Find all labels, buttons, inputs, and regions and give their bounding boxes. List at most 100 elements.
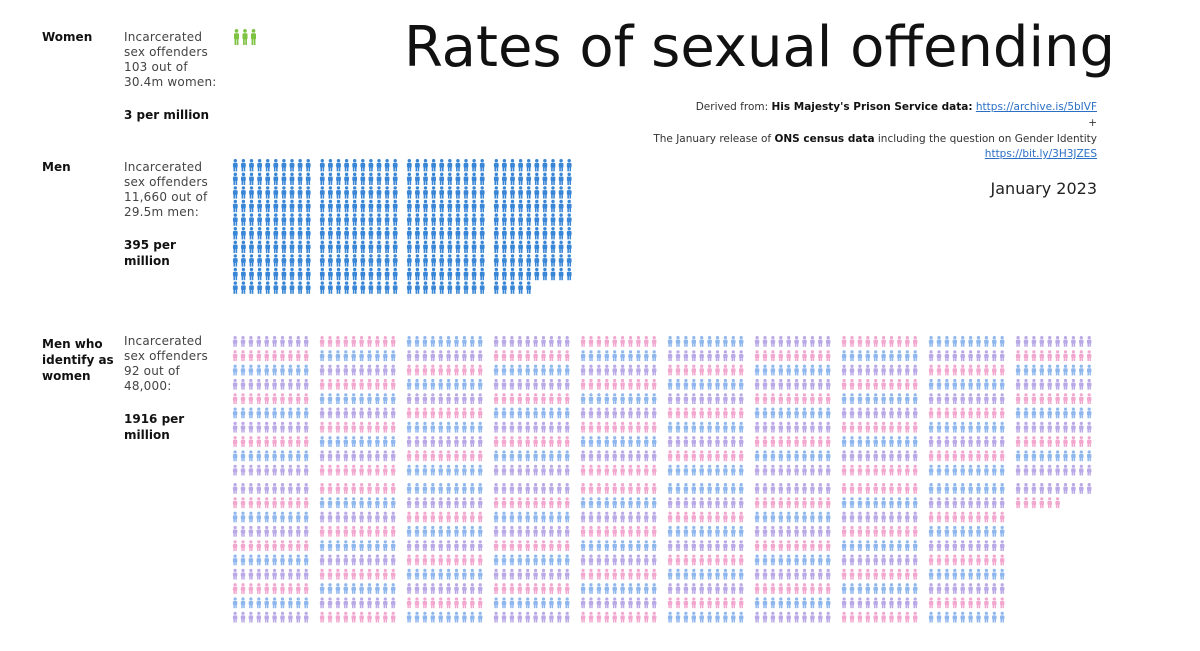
trans-women-icon <box>438 336 443 347</box>
trans-women-icon <box>683 450 689 462</box>
trans-women-icon <box>754 464 760 476</box>
trans-women-icon <box>944 554 950 566</box>
trans-women-icon <box>580 336 586 347</box>
trans-women-icon <box>248 436 254 447</box>
trans-women-icon <box>264 583 269 594</box>
men-icon <box>493 227 499 240</box>
trans-women-icon <box>644 597 649 609</box>
men-icon <box>360 199 366 213</box>
trans-women-icon <box>248 597 254 609</box>
trans-women-icon <box>1015 364 1021 376</box>
men-icon <box>471 240 477 253</box>
trans-women-icon <box>849 525 855 537</box>
trans-women-icon <box>699 421 704 433</box>
trans-women-icon <box>628 378 633 390</box>
men-icon <box>289 281 295 294</box>
ons-data-link[interactable]: https://bit.ly/3H3JZES <box>984 148 1097 160</box>
trans-women-icon <box>738 497 744 509</box>
trans-women-icon <box>462 464 467 476</box>
trans-women-icon <box>296 436 301 447</box>
trans-women-icon <box>786 421 791 433</box>
trans-women-icon <box>976 497 981 509</box>
trans-women-icon <box>319 378 325 390</box>
trans-women-icon <box>272 483 277 494</box>
trans-women-icon <box>999 540 1005 551</box>
trans-women-icon <box>596 450 602 462</box>
prison-data-link[interactable]: https://archive.is/5bIVF <box>975 101 1097 113</box>
men-icon <box>463 267 469 281</box>
trans-women-icon <box>1015 497 1021 509</box>
trans-women-icon <box>406 378 412 390</box>
trans-women-icon <box>367 350 372 362</box>
trans-women-icon <box>430 497 436 509</box>
trans-women-icon <box>984 511 989 523</box>
trans-women-icon <box>667 378 673 390</box>
trans-women-icon <box>675 568 681 580</box>
men-icon <box>423 172 428 185</box>
men-icon <box>463 199 469 213</box>
men-icon <box>319 213 325 226</box>
men-icon <box>360 240 366 253</box>
men-icon <box>558 240 564 253</box>
trans-women-icon <box>303 611 309 623</box>
trans-women-icon <box>897 497 902 509</box>
men-icon <box>542 186 548 199</box>
men-icon <box>273 267 279 281</box>
trans-women-icon <box>667 568 673 580</box>
trans-women-icon <box>999 393 1005 404</box>
trans-women-icon <box>438 421 443 433</box>
trans-women-icon <box>588 611 594 623</box>
trans-women-icon <box>825 407 831 419</box>
trans-women-icon <box>359 464 364 476</box>
trans-women-icon <box>968 464 973 476</box>
trans-women-icon <box>390 483 396 494</box>
men-icon <box>281 172 287 185</box>
trans-women-icon <box>1086 407 1092 419</box>
trans-women-icon <box>580 350 586 362</box>
trans-women-icon <box>509 511 515 523</box>
trans-women-icon <box>873 450 878 462</box>
men-icon <box>542 267 548 281</box>
trans-women-icon <box>651 350 657 362</box>
trans-women-icon <box>818 450 823 462</box>
trans-women-icon <box>272 611 277 623</box>
men-icon <box>479 186 485 199</box>
men-icon <box>319 159 325 172</box>
trans-women-icon <box>699 554 704 566</box>
trans-women-icon <box>636 393 641 404</box>
trans-women-icon <box>1023 497 1029 509</box>
trans-women-icon <box>675 464 681 476</box>
trans-women-description: Incarcerated sex offenders 92 out of 48,… <box>124 334 208 394</box>
trans-women-icon <box>232 525 238 537</box>
trans-women-icon <box>754 540 760 551</box>
trans-women-icon <box>1031 483 1037 494</box>
trans-women-icon <box>1023 336 1029 347</box>
men-icon <box>297 159 303 172</box>
trans-women-icon <box>296 364 301 376</box>
trans-women-icon <box>430 350 436 362</box>
trans-women-icon <box>802 364 807 376</box>
trans-women-icon <box>232 464 238 476</box>
trans-women-icon <box>493 525 499 537</box>
trans-women-icon <box>825 611 831 623</box>
trans-women-icon <box>849 497 855 509</box>
men-icon <box>447 186 453 199</box>
trans-women-icon <box>264 483 269 494</box>
trans-women-icon <box>992 511 997 523</box>
men-icon <box>493 159 499 172</box>
trans-women-icon <box>580 597 586 609</box>
trans-women-icon <box>1039 378 1045 390</box>
trans-women-icon <box>723 421 728 433</box>
trans-women-icon <box>493 450 499 462</box>
men-icon <box>305 213 311 226</box>
trans-women-icon <box>359 350 364 362</box>
men-icon <box>550 240 556 253</box>
men-icon <box>518 240 523 253</box>
trans-women-icon <box>390 511 396 523</box>
trans-women-icon <box>596 611 602 623</box>
trans-women-icon <box>675 611 681 623</box>
trans-women-icon <box>881 525 886 537</box>
trans-women-icon <box>897 378 902 390</box>
trans-women-icon <box>707 583 712 594</box>
trans-women-icon <box>723 393 728 404</box>
